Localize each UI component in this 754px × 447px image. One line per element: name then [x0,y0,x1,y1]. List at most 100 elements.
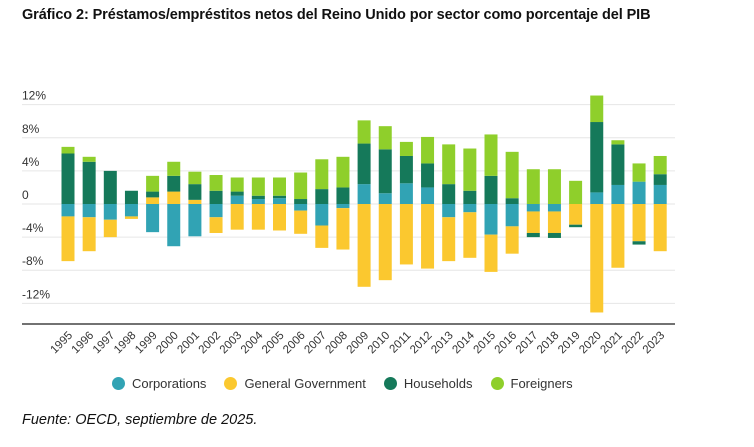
legend-label: General Government [244,376,366,391]
bar-households-2016 [505,198,519,204]
bar-foreigners-2007 [315,159,329,190]
bar-foreigners-2015 [484,134,498,176]
bar-households-1995 [61,153,75,204]
y-tick-label: -4% [22,221,44,235]
chart-title: Gráfico 2: Préstamos/empréstitos netos d… [22,7,651,23]
bar-corporations-2002 [209,204,223,218]
bar-households-2013 [442,184,456,204]
bar-corporations-2014 [463,204,477,213]
bar-households-2009 [357,143,371,185]
bar-households-2022 [632,241,646,245]
bar-households-2012 [421,163,435,188]
bar-households-1998 [124,190,138,204]
bar-foreigners-2023 [653,155,667,175]
x-tick-label: 2007 [302,330,329,357]
x-tick-label: 2023 [641,330,668,357]
x-tick-label: 2022 [620,330,647,357]
bar-households-2001 [188,184,202,200]
bar-general-government-2002 [209,217,223,233]
bar-general-government-2017 [526,211,540,233]
bar-foreigners-2008 [336,156,350,188]
bar-foreigners-2000 [167,161,181,176]
legend-swatch-general-government [224,377,238,390]
bar-general-government-2014 [463,212,477,258]
bar-general-government-2000 [167,191,181,204]
bar-households-2003 [230,191,244,196]
bar-corporations-1997 [103,204,117,220]
legend-item-corporations[interactable]: Corporations [112,376,206,391]
bar-households-2020 [590,122,604,193]
bar-foreigners-1996 [82,156,96,162]
bar-corporations-2005 [273,198,286,204]
bar-households-2004 [251,195,265,200]
x-tick-label: 1997 [91,330,118,357]
bar-foreigners-1995 [61,146,75,154]
x-tick-label: 2002 [197,330,224,357]
y-axis-ticks: 12% 8% 4% 0 -4% -8% -12% [22,89,50,302]
bar-corporations-2007 [315,204,329,226]
bar-stack-2007 [315,159,329,248]
y-tick-label: 12% [22,89,46,103]
legend-swatch-corporations [112,377,125,390]
bar-foreigners-2017 [526,169,540,204]
x-tick-label: 2004 [239,329,266,356]
bar-households-1996 [82,161,96,204]
bar-corporations-1996 [82,204,96,218]
x-tick-label: 1999 [133,330,160,357]
bar-stack-2009 [357,120,371,287]
bar-general-government-1997 [103,219,117,238]
bar-foreigners-2003 [230,177,244,192]
legend-item-foreigners[interactable]: Foreigners [490,376,573,391]
bar-foreigners-2002 [209,175,223,191]
x-tick-label: 2008 [323,330,350,357]
bar-foreigners-2014 [463,148,477,191]
bar-stack-2006 [294,172,308,234]
legend-item-general-government[interactable]: General Government [224,376,366,391]
bar-corporations-2020 [590,192,604,204]
bar-stack-2018 [547,169,561,238]
bar-corporations-2022 [632,181,646,204]
bar-stack-2002 [209,175,223,233]
bar-corporations-1999 [146,204,160,233]
bar-stack-2008 [336,156,350,250]
legend-label: Corporations [132,376,207,391]
bar-corporations-2010 [378,193,392,204]
bar-foreigners-2020 [590,95,604,123]
bar-general-government-2008 [336,208,350,250]
bar-households-2017 [526,232,540,238]
legend-label: Foreigners [510,376,573,391]
bar-households-1997 [103,170,117,204]
x-tick-label: 2016 [493,330,520,357]
x-tick-label: 2003 [218,330,245,357]
x-axis-ticks: 1995199619971998199920002001200220032004… [49,329,668,356]
bar-foreigners-2001 [188,171,202,185]
x-tick-label: 2009 [345,330,372,357]
legend-swatch-households [383,377,397,390]
x-tick-label: 2013 [429,330,456,357]
bar-foreigners-2005 [273,177,286,196]
bar-general-government-2018 [547,211,561,233]
x-tick-label: 2015 [472,330,499,357]
x-tick-label: 2018 [535,330,562,357]
bar-stack-2014 [463,148,477,258]
bar-general-government-2004 [251,204,265,230]
bar-foreigners-2012 [421,136,435,164]
bar-households-2006 [294,199,308,204]
bar-stack-1998 [124,190,138,219]
bar-stack-2021 [611,140,625,268]
bar-stack-2011 [399,141,413,265]
bar-households-2002 [209,190,223,204]
bar-foreigners-2010 [378,126,392,150]
bar-stack-2022 [632,163,646,245]
bar-households-2005 [273,195,286,199]
bar-stack-2012 [421,136,435,269]
x-tick-label: 2021 [598,330,625,357]
legend-item-households[interactable]: Households [383,376,473,391]
bar-stack-2001 [188,171,202,237]
bar-foreigners-2022 [632,163,646,182]
bar-corporations-2013 [442,204,456,218]
bar-stack-1996 [82,156,96,252]
bar-households-2023 [653,174,667,185]
bar-households-2010 [378,149,392,194]
bar-general-government-1995 [61,216,75,262]
